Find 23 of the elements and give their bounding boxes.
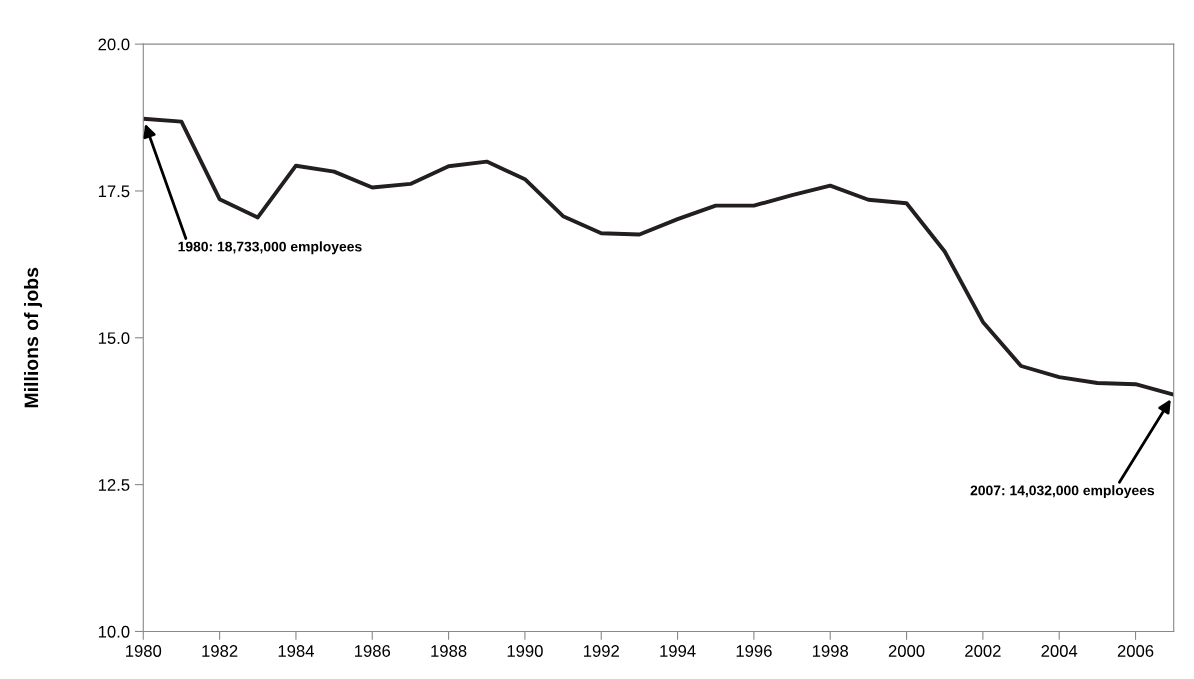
x-tick-label: 2004 — [1041, 645, 1078, 657]
x-tick-label: 1986 — [355, 645, 391, 657]
annotation: 2007: 14,032,000 employees — [970, 485, 1155, 499]
x-tick-label: 1982 — [202, 645, 238, 657]
x-tick-label: 1984 — [278, 645, 314, 657]
x-tick-label: 1988 — [431, 645, 467, 657]
y-tick-label: 10.0 — [98, 625, 130, 638]
x-tick-label: 2002 — [965, 645, 1001, 657]
y-tick-label: 20.0 — [98, 38, 130, 51]
x-tick-label: 1994 — [660, 645, 696, 657]
x-tick-label: 1998 — [812, 645, 849, 657]
y-axis-title: Millions of jobs — [23, 267, 43, 408]
x-tick-label: 2006 — [1117, 645, 1154, 657]
y-tick-label: 12.5 — [98, 479, 130, 491]
x-tick-label: 1992 — [583, 645, 619, 657]
x-tick-label: 1980 — [126, 645, 162, 657]
x-tick-label: 1990 — [507, 645, 543, 657]
y-tick-label: 17.5 — [98, 185, 130, 198]
x-tick-label: 2000 — [888, 645, 925, 657]
x-tick-label: 1996 — [736, 645, 772, 657]
y-tick-label: 15.0 — [98, 332, 130, 345]
line-series — [143, 116, 1174, 397]
annotation: 1980: 18,733,000 employees — [178, 241, 362, 255]
